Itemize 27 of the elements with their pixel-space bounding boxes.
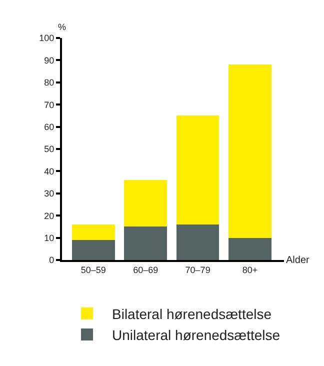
legend-label: Bilateral hørenedsættelse [112, 306, 272, 322]
x-tick-label: 60–69 [133, 264, 158, 275]
y-tick-label: 90 [44, 55, 54, 66]
bar [228, 238, 272, 260]
x-tick-label: 80+ [242, 264, 258, 275]
y-tick-label: 100 [39, 33, 54, 44]
bar [124, 226, 167, 260]
x-axis-title: Alder [286, 255, 310, 266]
bar [176, 224, 220, 260]
y-tick-label: 40 [44, 166, 54, 176]
y-tick-label: 10 [44, 232, 54, 243]
x-tick-label: 50–59 [80, 264, 106, 275]
y-tick-label: 30 [44, 188, 54, 199]
y-tick-label: 70 [44, 100, 54, 110]
legend-label: Unilateral hørenedsættelse [112, 327, 280, 343]
y-tick-label: 20 [44, 210, 54, 221]
bar [72, 240, 115, 260]
bar [176, 116, 220, 224]
y-tick-label: 50 [44, 144, 54, 154]
bar [72, 224, 115, 240]
y-tick-label: 0 [49, 255, 54, 266]
bar [228, 64, 272, 238]
y-tick-label: 80 [44, 78, 54, 88]
y-axis-title: % [58, 22, 66, 32]
y-tick-label: 60 [44, 122, 54, 132]
bar [124, 180, 167, 227]
x-tick-label: 70–79 [185, 264, 210, 275]
